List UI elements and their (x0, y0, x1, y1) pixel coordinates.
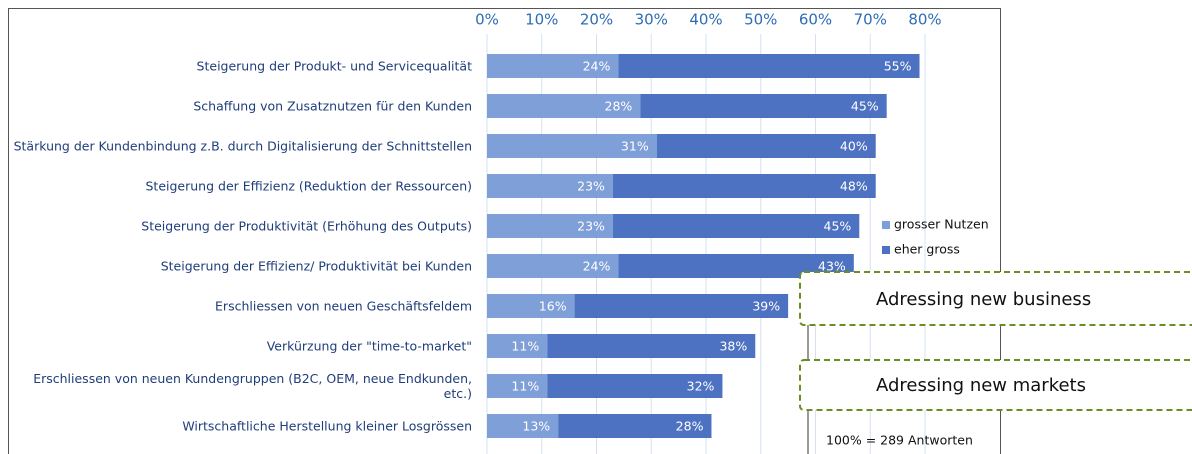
data-label: 28% (605, 99, 633, 114)
data-label: 55% (884, 59, 912, 74)
note: 100% = 289 Antworten (826, 433, 973, 448)
annotation: Adressing new markets (876, 375, 1086, 396)
bar (487, 214, 613, 238)
bar (547, 334, 756, 358)
legend-label: grosser Nutzen (894, 217, 989, 232)
x-tick-label: 0% (475, 11, 499, 29)
category-label: Verkürzung der "time-to-market" (266, 338, 472, 354)
annotation: Adressing new business (876, 289, 1091, 310)
bar (487, 334, 548, 358)
data-label: 32% (687, 379, 715, 394)
x-tick-label: 70% (854, 11, 887, 29)
x-tick-label: 30% (635, 11, 668, 29)
bar (487, 134, 657, 158)
data-label: 16% (539, 299, 567, 314)
bar (487, 174, 613, 198)
bar (487, 94, 641, 118)
category-label: Steigerung der Effizienz (Reduktion der … (145, 178, 473, 194)
data-label: 40% (840, 139, 868, 154)
x-tick-label: 10% (525, 11, 558, 29)
x-tick-label: 20% (580, 11, 613, 29)
bar (487, 294, 575, 318)
data-label: 48% (840, 179, 868, 194)
data-label: 24% (583, 259, 611, 274)
bar (547, 374, 723, 398)
legend-swatch (882, 246, 890, 254)
bar (487, 254, 619, 278)
bar (656, 134, 876, 158)
bar (487, 54, 619, 78)
data-label: 23% (577, 179, 605, 194)
data-label: 43% (818, 259, 846, 274)
data-label: 45% (851, 99, 879, 114)
data-label: 13% (522, 419, 550, 434)
legend-swatch (882, 221, 890, 229)
data-label: 39% (752, 299, 780, 314)
bar (640, 94, 887, 118)
x-tick-label: 60% (799, 11, 832, 29)
bar (487, 374, 548, 398)
category-label: Steigerung der Effizienz/ Produktivität … (160, 258, 472, 274)
data-label: 23% (577, 219, 605, 234)
category-label: Wirtschaftliche Herstellung kleiner Losg… (182, 418, 472, 434)
bar (574, 294, 789, 318)
data-label: 28% (676, 419, 704, 434)
x-tick-label: 80% (908, 11, 941, 29)
category-label: Stärkung der Kundenbindung z.B. durch Di… (13, 138, 472, 154)
data-label: 38% (719, 339, 747, 354)
category-label: Steigerung der Produktivität (Erhöhung d… (141, 218, 472, 234)
bar (487, 414, 559, 438)
data-label: 11% (511, 379, 539, 394)
data-label: 11% (511, 339, 539, 354)
category-label: Schaffung von Zusatznutzen für den Kunde… (193, 98, 472, 114)
x-tick-label: 40% (689, 11, 722, 29)
annotation-box (799, 359, 1192, 411)
bar (612, 214, 860, 238)
data-label: 24% (583, 59, 611, 74)
data-label: 45% (824, 219, 852, 234)
bar (558, 414, 712, 438)
x-tick-label: 50% (744, 11, 777, 29)
legend-label: eher gross (894, 242, 960, 257)
chart-frame (8, 8, 1001, 454)
data-label: 31% (621, 139, 649, 154)
annotation-box (799, 271, 1192, 326)
category-label: Erschliessen von neuen Kundengruppen (B2… (33, 371, 472, 401)
bar (618, 54, 920, 78)
bar (612, 174, 876, 198)
category-label: Erschliessen von neuen Geschäftsfeldem (215, 298, 472, 314)
category-label: Steigerung der Produkt- und Servicequali… (196, 58, 472, 74)
